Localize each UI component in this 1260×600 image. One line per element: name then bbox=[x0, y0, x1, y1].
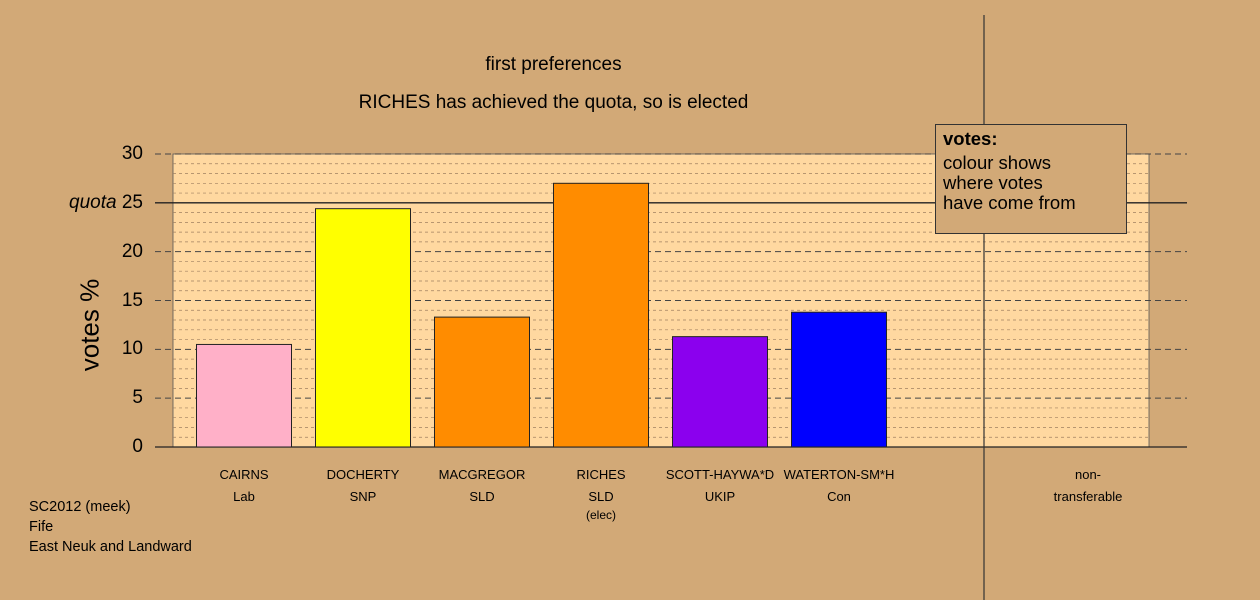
nontransferable-line1: non- bbox=[1074, 467, 1102, 482]
candidate-label: DOCHERTY SNP bbox=[288, 464, 438, 508]
bar-scott-haywa-d bbox=[672, 336, 768, 448]
footer-election: SC2012 (meek) bbox=[29, 499, 131, 515]
candidate-name: CAIRNS bbox=[219, 467, 269, 482]
y-tick-label: 10 bbox=[121, 338, 143, 360]
bar-cairns bbox=[196, 343, 292, 448]
legend-line-2: where votes bbox=[943, 172, 1043, 193]
legend-line-1: colour shows bbox=[943, 152, 1051, 173]
y-tick-label: 30 bbox=[121, 143, 143, 164]
legend: votes: colour shows where votes have com… bbox=[935, 124, 1127, 234]
candidate-party: UKIP bbox=[704, 489, 736, 504]
bar-waterton-sm-h bbox=[791, 311, 887, 448]
candidate-name: WATERTON-SM*H bbox=[783, 467, 895, 482]
candidate-label: SCOTT-HAYWA*D UKIP bbox=[645, 464, 795, 508]
candidate-party: SLD bbox=[588, 489, 614, 504]
quota-label: quota bbox=[69, 191, 122, 213]
chart-subtitle: RICHES has achieved the quota, so is ele… bbox=[358, 92, 749, 113]
bar-riches bbox=[553, 182, 649, 448]
legend-title: votes: bbox=[943, 128, 998, 149]
y-tick-label: 15 bbox=[121, 289, 143, 311]
candidate-party: SNP bbox=[349, 489, 377, 504]
bar-macgregor bbox=[434, 316, 530, 448]
candidate-party: Lab bbox=[233, 489, 255, 504]
candidate-label: MACGREGOR SLD bbox=[407, 464, 557, 508]
candidate-label: WATERTON-SM*H Con bbox=[764, 464, 914, 508]
candidate-party: Con bbox=[827, 489, 851, 504]
candidate-name: MACGREGOR bbox=[438, 467, 526, 482]
y-tick-label: quota 25 bbox=[69, 191, 143, 213]
footer-council: Fife bbox=[29, 519, 54, 535]
bar-docherty bbox=[315, 208, 411, 448]
nontransferable-label: non- transferable bbox=[1013, 464, 1163, 508]
footer-ward: East Neuk and Landward bbox=[29, 539, 192, 555]
candidate-name: DOCHERTY bbox=[326, 467, 400, 482]
candidate-label: RICHES SLD (elec) bbox=[526, 464, 676, 522]
y-tick-label: 0 bbox=[132, 436, 143, 457]
y-tick-label: 20 bbox=[121, 240, 143, 262]
y-tick-label: 5 bbox=[132, 387, 143, 409]
candidate-party: SLD bbox=[469, 489, 495, 504]
legend-line-3: have come from bbox=[943, 192, 1076, 213]
candidate-label: CAIRNS Lab bbox=[169, 464, 319, 508]
chart-title: first preferences bbox=[485, 54, 622, 75]
nontransferable-line2: transferable bbox=[1053, 489, 1123, 504]
candidate-note: (elec) bbox=[585, 508, 616, 522]
footer: SC2012 (meek) Fife East Neuk and Landwar… bbox=[29, 497, 192, 557]
y-axis-label: votes % bbox=[74, 278, 105, 372]
candidate-name: SCOTT-HAYWA*D bbox=[665, 467, 775, 482]
candidate-name: RICHES bbox=[576, 467, 626, 482]
